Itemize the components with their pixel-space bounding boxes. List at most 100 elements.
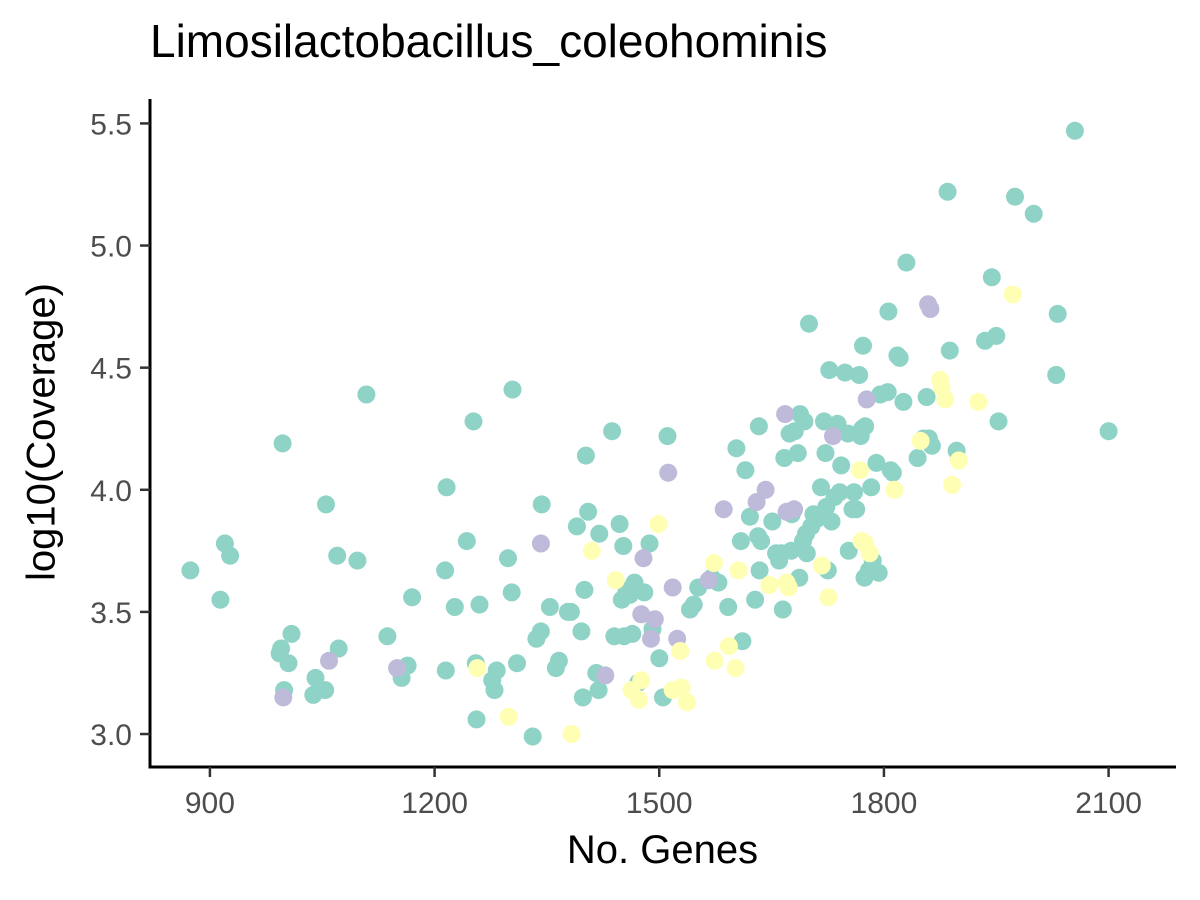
data-point — [987, 326, 1006, 345]
data-point — [943, 475, 962, 494]
data-point — [508, 654, 526, 673]
data-point — [736, 461, 755, 480]
data-point — [832, 456, 851, 475]
data-point — [572, 622, 591, 641]
data-point — [836, 363, 854, 382]
data-point — [684, 595, 703, 614]
data-point — [645, 610, 664, 629]
data-point — [807, 510, 826, 529]
data-point — [659, 463, 678, 482]
data-point — [445, 598, 464, 616]
data-point — [883, 463, 902, 482]
data-point — [812, 478, 830, 497]
data-point — [704, 554, 723, 573]
data-point — [795, 412, 814, 431]
data-point — [357, 385, 376, 404]
data-point — [779, 578, 798, 597]
data-point — [756, 480, 775, 499]
data-point — [485, 681, 504, 700]
data-point — [731, 532, 750, 551]
data-point — [457, 532, 476, 551]
data-point — [862, 478, 881, 497]
data-point — [797, 544, 816, 563]
data-point — [549, 651, 568, 670]
data-point — [317, 495, 335, 514]
data-point — [603, 422, 622, 441]
data-point — [878, 383, 897, 402]
data-point — [729, 561, 748, 580]
data-point — [860, 544, 879, 563]
data-point — [531, 534, 550, 553]
data-point — [630, 690, 648, 709]
data-point — [531, 622, 550, 641]
data-point — [540, 598, 559, 616]
data-point — [329, 639, 348, 658]
data-point — [936, 390, 955, 409]
data-point — [320, 651, 338, 670]
data-point — [705, 651, 724, 670]
data-point — [632, 605, 651, 624]
data-point — [830, 483, 849, 502]
data-point — [273, 434, 292, 453]
data-point — [746, 590, 765, 609]
data-point — [816, 444, 835, 463]
data-point — [1006, 187, 1024, 206]
data-point — [596, 666, 615, 685]
x-tick-label: 1200 — [401, 787, 468, 820]
data-point — [306, 668, 325, 687]
data-point — [562, 725, 581, 743]
data-point — [1065, 121, 1084, 140]
x-tick-label: 2100 — [1075, 787, 1142, 820]
data-point — [788, 444, 807, 463]
data-point — [699, 571, 718, 590]
data-point — [649, 515, 668, 533]
data-point — [719, 598, 738, 616]
data-point — [820, 361, 839, 380]
data-point — [468, 659, 487, 678]
data-point — [672, 678, 691, 697]
data-point — [610, 515, 629, 533]
data-point — [726, 659, 745, 678]
data-point — [885, 480, 904, 499]
data-point — [969, 392, 988, 411]
data-point — [850, 366, 869, 384]
data-point — [575, 580, 594, 599]
data-point — [714, 500, 733, 519]
data-point — [678, 693, 696, 712]
data-point — [921, 300, 940, 318]
data-point — [573, 688, 592, 707]
data-point — [917, 388, 936, 406]
data-point — [181, 561, 200, 580]
data-point — [279, 654, 298, 673]
data-point — [582, 541, 601, 560]
data-point — [733, 632, 752, 651]
data-point — [589, 681, 608, 700]
data-point — [1047, 366, 1066, 384]
data-point — [635, 583, 654, 602]
data-point — [576, 446, 595, 465]
data-point — [272, 639, 291, 658]
data-point — [740, 507, 759, 526]
data-point — [436, 561, 455, 580]
data-point — [908, 449, 927, 467]
data-point — [949, 451, 968, 470]
data-point — [776, 405, 795, 424]
data-point — [815, 412, 833, 431]
data-point — [221, 546, 240, 565]
point-layer — [181, 121, 1118, 746]
data-point — [606, 571, 625, 590]
data-point — [894, 392, 913, 411]
data-point — [650, 649, 669, 668]
data-point — [775, 449, 794, 467]
data-point — [982, 268, 1001, 287]
data-point — [642, 629, 660, 648]
chart-title: Limosilactobacillus_coleohominis — [150, 15, 828, 67]
data-point — [499, 707, 518, 726]
data-point — [282, 624, 301, 643]
data-point — [590, 524, 609, 543]
data-point — [658, 427, 677, 446]
y-tick-label: 3.0 — [90, 719, 132, 752]
data-point — [470, 595, 489, 614]
data-point — [499, 549, 517, 568]
data-point — [436, 661, 455, 680]
